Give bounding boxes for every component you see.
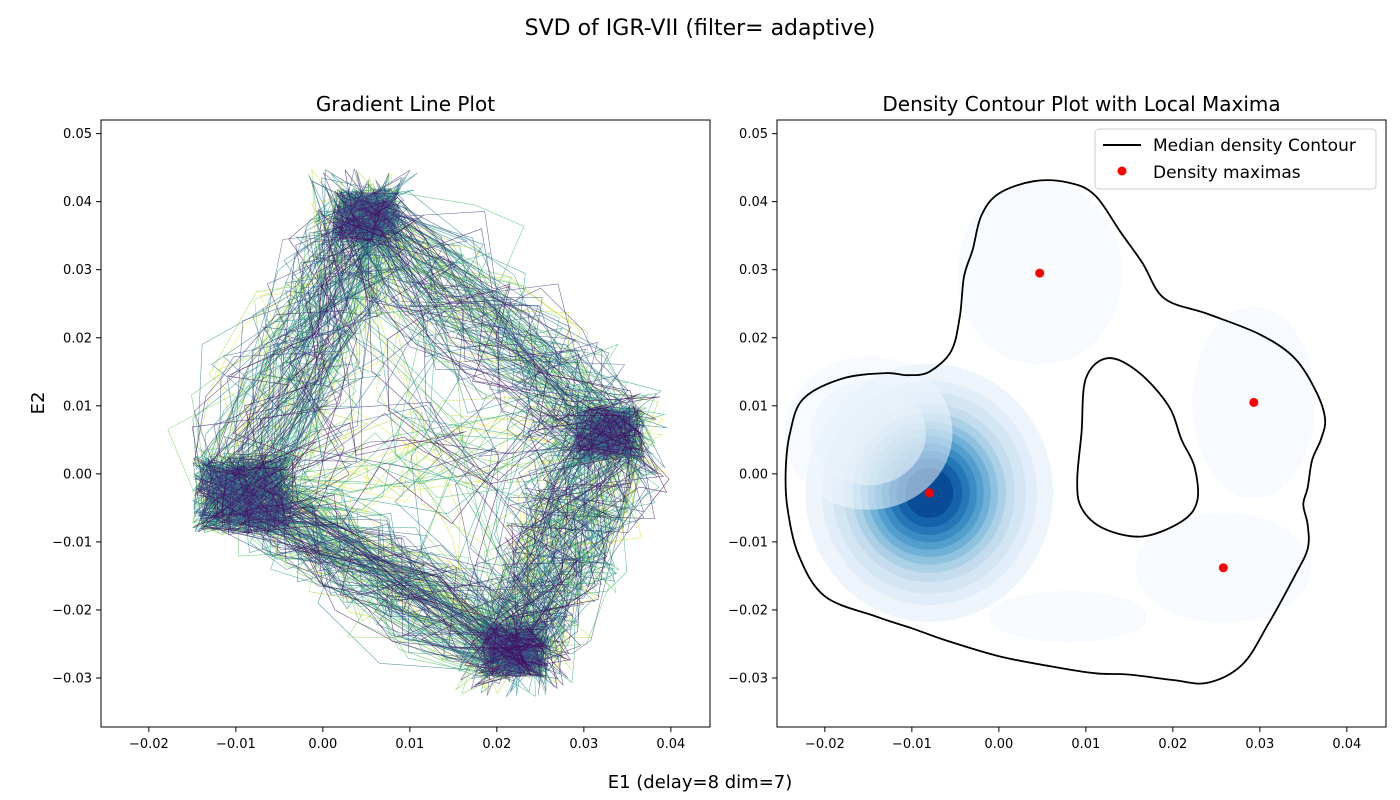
right-xtick-label: 0.04: [1332, 737, 1361, 752]
right-ytick-label: 0.00: [739, 467, 768, 482]
gradient-line-segment: [198, 396, 637, 647]
right-xtick-label: 0.02: [1158, 737, 1187, 752]
outer-median-contour: [784, 179, 1327, 685]
density-level-band: [810, 380, 926, 486]
left-ytick-label: −0.02: [52, 603, 92, 618]
left-ytick-label: −0.03: [52, 672, 92, 687]
right-y-axis: −0.03 −0.02 −0.01 0.00 0.01 0.02 0.03 0.04 0.05: [728, 127, 777, 687]
left-xtick-label: 0.00: [308, 737, 337, 752]
left-ytick-label: 0.01: [63, 399, 92, 414]
gradient-line-segment: [201, 218, 650, 680]
legend: Median density Contour Density maximas: [1094, 128, 1377, 190]
left-ytick-label: −0.01: [52, 535, 92, 550]
low-density-hole: [1077, 358, 1199, 537]
gradient-line-segment: [199, 199, 643, 686]
x-axis-label: E1 (delay=8 dim=7): [608, 772, 793, 793]
right-x-axis: −0.02 −0.01 0.00 0.01 0.02 0.03 0.04: [805, 727, 1361, 752]
right-ytick-label: 0.01: [739, 399, 768, 414]
left-xtick-label: −0.01: [216, 737, 256, 752]
median-density-contour: [784, 179, 1327, 685]
left-xtick-label: 0.03: [569, 737, 598, 752]
left-y-axis: −0.03 −0.02 −0.01 0.00 0.01 0.02 0.03 0.04 0.05: [52, 127, 101, 687]
gradient-line-segment: [195, 415, 653, 694]
left-xtick-label: 0.04: [656, 737, 685, 752]
left-axes-frame: [100, 119, 711, 728]
gradient-line-segment: [236, 188, 638, 653]
legend-maxima-label: Density maximas: [1153, 163, 1301, 183]
left-xtick-label: 0.01: [395, 737, 424, 752]
right-ytick-label: −0.02: [728, 603, 768, 618]
gradient-line-segment: [199, 208, 655, 675]
right-ytick-label: 0.02: [739, 331, 768, 346]
right-xtick-label: 0.00: [984, 737, 1013, 752]
gradient-line-segment: [202, 197, 545, 676]
legend-box: [1094, 128, 1377, 190]
left-chart-title: Gradient Line Plot: [316, 92, 495, 116]
gradient-line-segment: [203, 407, 668, 672]
left-ytick-label: 0.02: [63, 331, 92, 346]
density-maximum-point: [924, 488, 934, 498]
density-level-band: [989, 591, 1148, 643]
right-ytick-label: 0.05: [739, 127, 768, 142]
left-ytick-label: 0.05: [63, 127, 92, 142]
gradient-line-segment: [192, 408, 639, 667]
left-chart: Gradient Line Plot −0.02 −0.01 0.00 0.01 0.0…: [52, 92, 711, 752]
density-maxima: [924, 268, 1259, 573]
gradient-line-segment: [193, 191, 555, 677]
gradient-line-segment: [194, 213, 645, 689]
right-ytick-label: 0.04: [739, 195, 768, 210]
right-ytick-label: −0.01: [728, 535, 768, 550]
right-xtick-label: −0.01: [892, 737, 932, 752]
left-ytick-label: 0.00: [63, 467, 92, 482]
figure-title: SVD of IGR-VII (filter= adaptive): [525, 16, 876, 41]
gradient-line-segment: [192, 192, 630, 690]
y-axis-label: E2: [28, 392, 49, 415]
right-axes-frame: [776, 119, 1387, 728]
left-xtick-label: −0.02: [129, 737, 169, 752]
right-ytick-label: 0.03: [739, 263, 768, 278]
gradient-lines: [167, 167, 670, 698]
right-ytick-label: −0.03: [728, 672, 768, 687]
density-maximum-point: [1249, 397, 1259, 407]
right-xtick-label: 0.03: [1245, 737, 1274, 752]
gradient-line-segment: [202, 408, 633, 662]
right-xtick-label: 0.01: [1071, 737, 1100, 752]
gradient-line-segment: [200, 203, 621, 674]
gradient-line-segment: [222, 409, 670, 676]
gradient-line-segment: [233, 183, 660, 677]
right-chart-title: Density Contour Plot with Local Maxima: [882, 92, 1280, 116]
legend-contour-label: Median density Contour: [1153, 136, 1356, 156]
gradient-line-segment: [209, 215, 643, 666]
density-maximum-point: [1035, 268, 1045, 278]
inner-median-contour: [1076, 357, 1199, 538]
right-xtick-label: −0.02: [805, 737, 845, 752]
density-field: [784, 181, 1316, 643]
density-maximum-point: [1218, 563, 1228, 573]
left-ytick-label: 0.03: [63, 263, 92, 278]
right-chart: Density Contour Plot with Local Maxima −…: [728, 92, 1387, 752]
legend-maxima-swatch: [1117, 166, 1127, 176]
gradient-line-segment: [213, 189, 658, 688]
left-x-axis: −0.02 −0.01 0.00 0.01 0.02 0.03 0.04: [129, 727, 685, 752]
left-xtick-label: 0.02: [482, 737, 511, 752]
left-ytick-label: 0.04: [63, 195, 92, 210]
gradient-line-segment: [218, 211, 622, 661]
